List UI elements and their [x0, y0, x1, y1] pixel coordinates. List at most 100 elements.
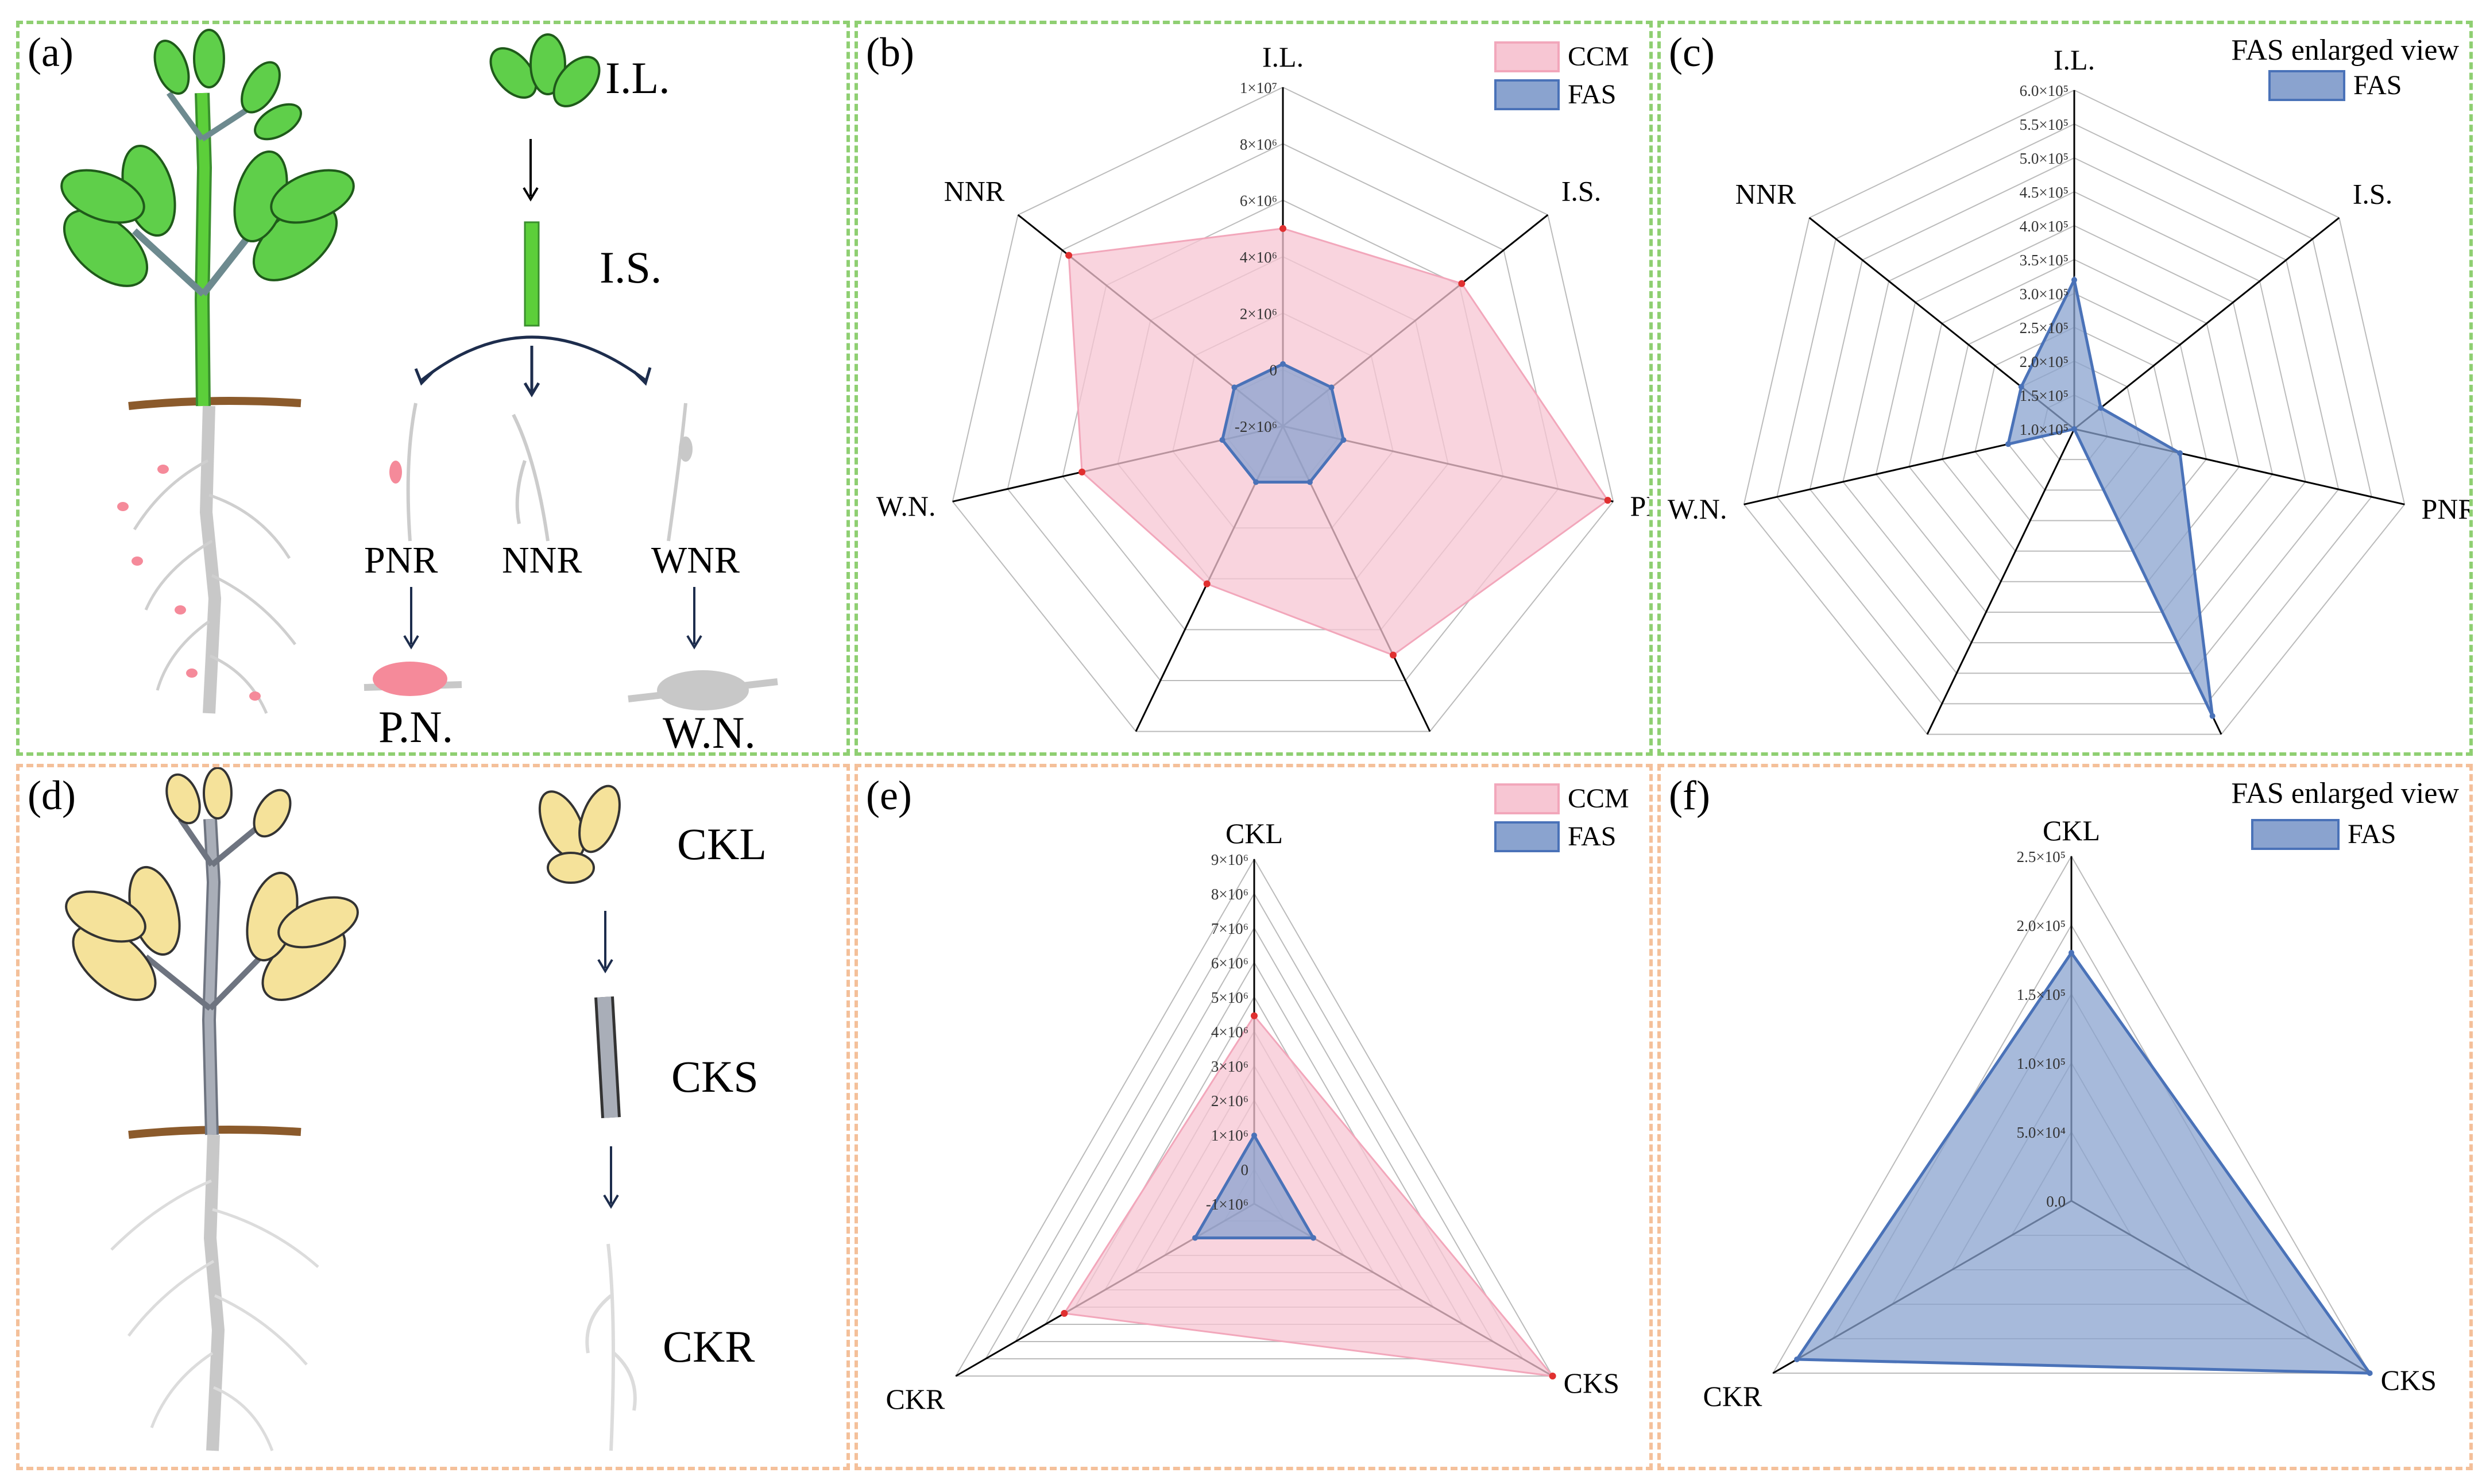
- grid-ring: [1974, 326, 2174, 521]
- chart-title: FAS enlarged view: [2231, 34, 2459, 67]
- data-point-ccm: [1078, 468, 1086, 476]
- panel-c: (c) 6.0×10⁵ 5.5×10⁵ 5.0×10⁵ 4.5×10⁵ 4.0×10⁵ 3…: [1657, 21, 2473, 756]
- data-point-fas: [1280, 361, 1286, 367]
- soil-line: [128, 397, 301, 410]
- leaf-icon: [60, 29, 355, 287]
- axis-label-w-n: W.N.: [1668, 493, 1727, 525]
- legend-swatch-fas: [1494, 79, 1560, 110]
- data-point-fas: [1328, 384, 1335, 391]
- series-fas-area: [1794, 950, 2373, 1375]
- grid-ring: [952, 86, 1614, 732]
- tick-label: 1×10⁶: [1211, 1127, 1248, 1144]
- tick-label: 3.5×10⁵: [2020, 252, 2069, 269]
- tick-label: 7×10⁶: [1211, 920, 1248, 937]
- legend-swatch-fas: [2251, 819, 2340, 850]
- data-point-ccm: [1389, 651, 1397, 659]
- tick-label: 1.0×10⁵: [2017, 1055, 2066, 1072]
- series-fas-area: [1220, 362, 1346, 484]
- is-stem-icon: [524, 221, 540, 327]
- grid-ring: [954, 857, 1554, 1377]
- tick-label: 0: [1241, 1161, 1249, 1178]
- tick-label: 5.5×10⁵: [2020, 116, 2069, 133]
- data-point-fas: [1793, 1357, 1800, 1362]
- tick-label: 5.0×10⁵: [2020, 150, 2069, 167]
- data-point-fas: [1192, 1235, 1198, 1241]
- data-point-fas: [2071, 277, 2077, 283]
- axis-label-ckr: CKR: [1703, 1380, 1762, 1412]
- legend-swatch-ccm: [1494, 41, 1560, 72]
- tick-label: 6×10⁶: [1211, 954, 1248, 972]
- tick-label: 2×10⁶: [1240, 305, 1277, 322]
- data-point-fas: [2209, 713, 2216, 719]
- grid-ring: [1875, 225, 2274, 613]
- data-point-ccm: [1061, 1309, 1068, 1317]
- radar-chart-c: 6.0×10⁵ 5.5×10⁵ 5.0×10⁵ 4.5×10⁵ 4.0×10⁵ 3.5×1…: [1668, 34, 2469, 752]
- panel-a: (a): [16, 21, 850, 756]
- axis-label-pnr: PNR: [2421, 493, 2469, 525]
- tick-label: 4.5×10⁵: [2020, 184, 2069, 201]
- tick-label: 1×10⁷: [1240, 79, 1277, 96]
- radar-chart-e: 9×10⁶ 8×10⁶ 7×10⁶ 6×10⁶ 5×10⁶ 4×10⁶ 3×10⁶ 2×10⁶…: [886, 783, 1629, 1415]
- data-point-fas: [1231, 384, 1238, 391]
- axis-label-nnr: NNR: [1735, 177, 1796, 210]
- panel-label-a: (a): [28, 29, 74, 75]
- axis-label-wnr: WNR: [1853, 751, 1920, 752]
- axis-label-nnr: NNR: [944, 175, 1005, 207]
- legend-swatch-fas: [1494, 821, 1560, 852]
- root-icon: [199, 405, 222, 714]
- axis-label-wnr: WNR: [1061, 748, 1128, 752]
- legend-label-fas: FAS: [1568, 79, 1617, 110]
- series-fas-area: [2006, 275, 2214, 717]
- tick-label: 8×10⁶: [1240, 136, 1277, 153]
- tick-label: 3×10⁶: [1211, 1058, 1248, 1075]
- grid-ring: [1772, 855, 2371, 1374]
- chart-title: FAS enlarged view: [2231, 777, 2459, 810]
- data-point-fas: [2005, 441, 2011, 447]
- tick-label: 2.0×10⁵: [2020, 353, 2069, 370]
- tick-label: 1.5×10⁵: [2017, 986, 2066, 1003]
- axis-label-cks: CKS: [2381, 1364, 2437, 1396]
- tick-label: 4×10⁶: [1240, 249, 1277, 266]
- tick-label: 6×10⁶: [1240, 192, 1277, 210]
- tick-label: 0: [1270, 362, 1278, 379]
- tick-label: 2.0×10⁵: [2017, 917, 2066, 934]
- grid-ring: [1941, 292, 2207, 552]
- tick-label: -1×10⁶: [1206, 1196, 1248, 1213]
- legend-label-ccm: CCM: [1568, 783, 1629, 814]
- root-icon: [203, 1134, 225, 1451]
- axis-spoke-wnr: [1926, 428, 2075, 735]
- panel-d: (d) CKL C: [16, 764, 850, 1470]
- panel-label-f: (f): [1669, 772, 1710, 818]
- tick-label: 1.5×10⁵: [2020, 387, 2069, 404]
- label-wn: W.N.: [663, 708, 756, 752]
- axis-label-i-s: I.S.: [1561, 175, 1601, 207]
- legend-swatch-ccm: [1494, 783, 1560, 814]
- tick-label: 3.0×10⁵: [2020, 285, 2069, 303]
- legend-swatch-fas: [2268, 70, 2345, 101]
- radar-chart-f: 2.5×10⁵ 2.0×10⁵ 1.5×10⁵ 1.0×10⁵ 5.0×10⁴ 0.0 CK…: [1703, 777, 2460, 1412]
- panel-b: (b) 1×10⁷ 8×10⁶ 6×10⁶ 4×10⁶ 2×10⁶ 0 -2×10⁶ I.L.…: [855, 21, 1653, 756]
- data-point-fas: [2071, 426, 2077, 432]
- tick-label: -2×10⁶: [1235, 418, 1277, 435]
- label-il: I.L.: [605, 53, 670, 103]
- data-point-fas: [1340, 437, 1347, 443]
- data-point-ccm: [1279, 225, 1286, 232]
- ckl-leaf-icon: [538, 784, 621, 884]
- tick-label: 9×10⁶: [1211, 851, 1248, 868]
- data-point-fas: [1310, 1235, 1316, 1241]
- diagram-d: CKL CKS CKR: [65, 767, 767, 1451]
- yellow-leaf-icon: [65, 767, 359, 1002]
- pink-nodule-icon: [373, 662, 447, 696]
- label-ckr: CKR: [663, 1321, 755, 1371]
- legend-label-fas: FAS: [2353, 70, 2402, 101]
- panel-label-e: (e): [866, 772, 912, 818]
- label-pnr: PNR: [364, 539, 438, 581]
- series-ccm-area: [1062, 1014, 1555, 1377]
- tick-label: 5×10⁶: [1211, 989, 1248, 1006]
- axis-spoke-i-s: [2074, 217, 2340, 430]
- label-wnr: WNR: [651, 539, 740, 581]
- cks-stem-icon: [597, 996, 618, 1118]
- axis-label-cks: CKS: [1564, 1367, 1619, 1399]
- axis-label-p-n: P.N.: [1437, 748, 1485, 752]
- data-point-fas: [1253, 479, 1259, 485]
